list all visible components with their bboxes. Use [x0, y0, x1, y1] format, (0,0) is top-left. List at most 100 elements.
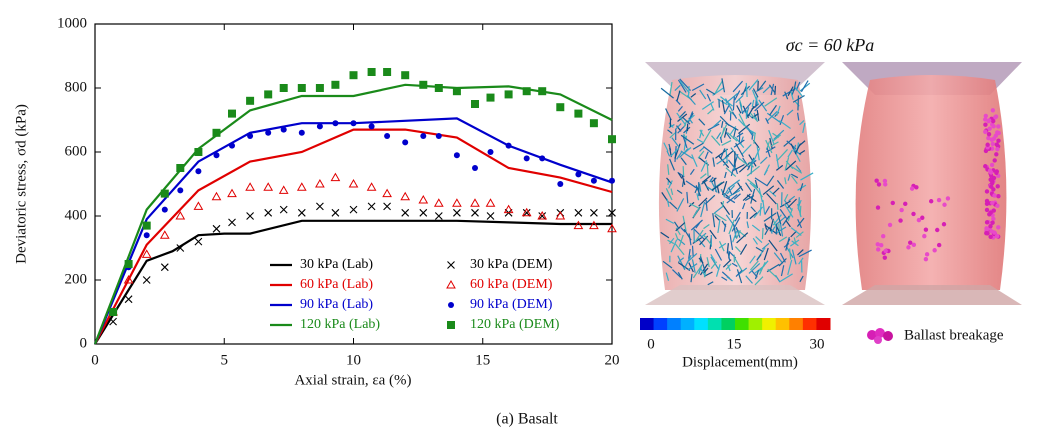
arrow — [693, 246, 694, 257]
marker-x — [143, 277, 150, 284]
colorbar-tick-label: 15 — [727, 336, 742, 352]
breakage-particle — [937, 243, 941, 247]
marker-circle — [195, 168, 201, 174]
breakage-particle — [996, 225, 1000, 229]
breakage-particle — [996, 139, 1000, 143]
marker-circle — [575, 171, 581, 177]
marker-square — [487, 94, 495, 102]
marker-triangle — [331, 174, 339, 181]
legend-label: 60 kPa (DEM) — [470, 277, 553, 292]
marker-x — [125, 296, 132, 303]
breakage-particle — [932, 248, 936, 252]
marker-circle — [213, 152, 219, 158]
arrow — [775, 86, 776, 95]
breakage-particle — [983, 164, 987, 168]
breakage-particle — [922, 234, 926, 238]
marker-triangle — [280, 186, 288, 193]
marker-x — [247, 213, 254, 220]
marker-square — [143, 222, 151, 230]
marker-triangle — [368, 183, 376, 190]
marker-x — [298, 209, 305, 216]
marker-x — [110, 318, 117, 325]
marker-square — [316, 84, 324, 92]
breakage-particle — [876, 247, 880, 251]
marker-square — [194, 148, 202, 156]
breakage-particle — [924, 257, 928, 261]
x-tick-label: 20 — [605, 352, 620, 368]
legend-swatch — [447, 281, 455, 288]
marker-x — [229, 219, 236, 226]
breakage-particle — [996, 124, 1000, 128]
y-axis-label: Deviatoric stress, σd (kPa) — [13, 104, 29, 264]
breakage-particle — [990, 181, 994, 185]
breakage-particle — [937, 198, 941, 202]
legend-label: 90 kPa (Lab) — [300, 297, 373, 312]
marker-triangle — [505, 206, 513, 213]
marker-circle — [436, 133, 442, 139]
marker-square — [331, 81, 339, 89]
colorbar-tick-label: 30 — [810, 336, 825, 352]
marker-triangle — [264, 183, 272, 190]
colorbar-cell — [721, 318, 735, 330]
marker-circle — [265, 130, 271, 136]
breakage-particle — [888, 223, 892, 227]
marker-x — [435, 213, 442, 220]
marker-square — [161, 190, 169, 198]
colorbar-cell — [776, 318, 790, 330]
colorbar-cell — [789, 318, 803, 330]
marker-circle — [281, 127, 287, 133]
marker-x — [161, 264, 168, 271]
y-tick-label: 200 — [65, 271, 88, 287]
breakage-particle — [984, 114, 988, 118]
breakage-particle — [946, 196, 950, 200]
marker-x — [195, 238, 202, 245]
marker-square — [368, 68, 376, 76]
colorbar-cell — [803, 318, 817, 330]
y-tick-label: 1000 — [57, 15, 87, 31]
breakage-particle — [942, 222, 946, 226]
x-axis-label: Axial strain, εa (%) — [294, 372, 411, 388]
breakage-particle — [989, 170, 993, 174]
x-tick-label: 0 — [91, 352, 99, 368]
marker-square — [453, 87, 461, 95]
breakage-particle — [992, 193, 996, 197]
colorbar-cell — [816, 318, 830, 330]
breakage-particle — [990, 201, 994, 205]
breakage-particle — [924, 228, 928, 232]
marker-circle — [162, 207, 168, 213]
marker-triangle — [401, 193, 409, 200]
marker-circle — [384, 133, 390, 139]
colorbar-cell — [708, 318, 722, 330]
x-tick-label: 5 — [221, 352, 229, 368]
marker-x — [332, 209, 339, 216]
colorbar-cell — [667, 318, 681, 330]
marker-square — [383, 68, 391, 76]
marker-square — [574, 110, 582, 118]
marker-square — [523, 87, 531, 95]
y-tick-label: 600 — [65, 143, 88, 159]
colorbar-label: Displacement(mm) — [682, 354, 798, 370]
y-tick-label: 400 — [65, 207, 88, 223]
marker-circle — [332, 120, 338, 126]
marker-x — [575, 209, 582, 216]
arrow — [762, 228, 763, 239]
marker-square — [350, 71, 358, 79]
colorbar-cell — [762, 318, 776, 330]
breakage-particle — [985, 208, 989, 212]
marker-circle — [539, 155, 545, 161]
breakage-particle — [883, 179, 887, 183]
breakage-particle — [942, 203, 946, 207]
marker-x — [453, 209, 460, 216]
breakage-particle — [985, 231, 989, 235]
breakage-particle — [983, 130, 987, 134]
marker-circle — [351, 120, 357, 126]
marker-circle — [177, 187, 183, 193]
y-tick-label: 0 — [80, 335, 88, 351]
breakage-particle — [995, 204, 999, 208]
breakage-particle — [991, 142, 995, 146]
marker-triangle — [453, 199, 461, 206]
breakage-particle — [985, 199, 989, 203]
marker-square — [280, 84, 288, 92]
marker-triangle — [194, 202, 202, 209]
marker-square — [109, 308, 117, 316]
